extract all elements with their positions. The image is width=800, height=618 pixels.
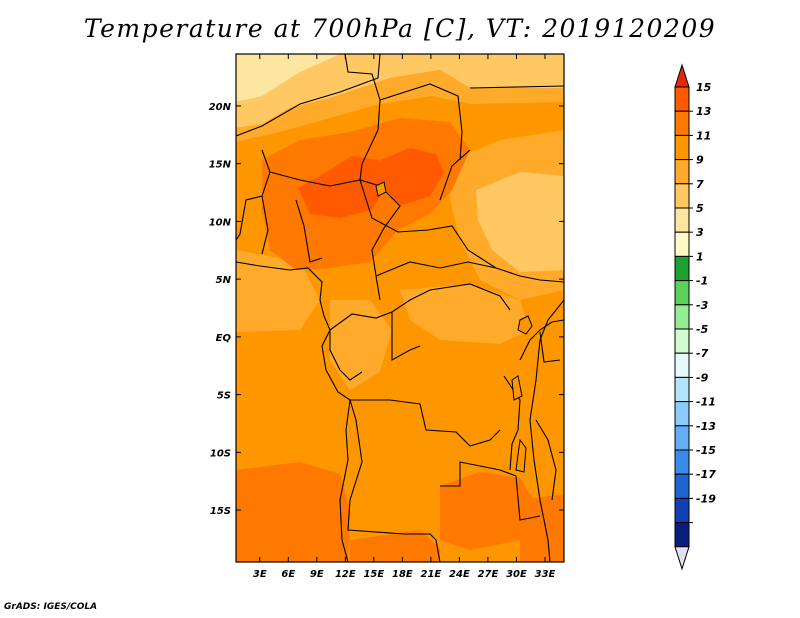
- colorbar-label: -15: [696, 444, 716, 457]
- color-legend: 15 13 11 9 7 5 3 1 -1 -3 -5 -7 -9 -11 -13 -15 -17 -19: [674, 63, 716, 571]
- colorbar-label: -19: [696, 492, 716, 505]
- colorbar-label: -13: [696, 420, 716, 433]
- lat-tick-label: 15N: [209, 160, 232, 171]
- colorbar-swatch: [674, 522, 690, 548]
- colorbar-swatch: [674, 86, 690, 112]
- chart-title: Temperature at 700hPa [C], VT: 201912020…: [83, 14, 717, 43]
- colorbar-label: 9: [696, 154, 704, 167]
- colorbar-swatch: [674, 255, 690, 282]
- lat-tick-label: EQ: [216, 333, 232, 344]
- colorbar-label: 3: [696, 226, 704, 239]
- colorbar-label: 11: [696, 129, 711, 142]
- colorbar-swatch: [674, 183, 690, 209]
- lon-tick-label: 30E: [506, 569, 527, 580]
- map-frame: [235, 53, 565, 563]
- lat-tick-label: 5S: [217, 391, 231, 402]
- lon-tick-label: 21E: [421, 569, 442, 580]
- colorbar-swatch: [674, 280, 690, 306]
- lon-tick-label: 3E: [253, 569, 267, 580]
- lon-tick-label: 15E: [363, 569, 384, 580]
- colorbar-label: -7: [696, 347, 709, 360]
- colorbar-label: -1: [696, 275, 708, 288]
- lakes: [375, 181, 533, 473]
- colorbar-swatch: [674, 304, 690, 330]
- colorbar-swatch: [674, 159, 690, 185]
- colorbar-swatch: [674, 376, 690, 403]
- colorbar-swatch: [674, 449, 690, 475]
- colorbar-label: 7: [696, 178, 704, 191]
- country-borders: [236, 54, 564, 562]
- colorbar-bottom-triangle: [674, 546, 690, 571]
- lon-tick-label: 6E: [281, 569, 295, 580]
- latitude-axis: 20N 15N 10N 5N EQ 5S 10S 15S: [209, 102, 564, 517]
- colorbar-swatch: [674, 352, 690, 378]
- colorbar-swatch: [674, 134, 690, 161]
- lon-tick-label: 24E: [449, 569, 470, 580]
- colorbar-label: -11: [696, 396, 716, 409]
- lon-tick-label: 33E: [535, 569, 556, 580]
- colorbar-swatch: [674, 401, 690, 427]
- colorbar-label: -17: [696, 468, 716, 481]
- colorbar-swatch: [674, 473, 690, 499]
- colorbar-label: -3: [696, 299, 709, 312]
- grads-credit: GrADS: IGES/COLA: [4, 602, 98, 612]
- colorbar-top-triangle: [674, 63, 690, 88]
- lat-tick-label: 20N: [209, 102, 232, 113]
- colorbar-label: -5: [696, 323, 709, 336]
- lat-tick-label: 5N: [216, 275, 232, 286]
- lat-tick-label: 10N: [209, 217, 232, 228]
- colorbar-swatch: [674, 425, 690, 451]
- colorbar-label: 13: [696, 105, 712, 118]
- temperature-field: [236, 54, 564, 562]
- colorbar-swatch: [674, 328, 690, 354]
- lat-tick-label: 10S: [210, 448, 231, 459]
- colorbar-label: 1: [696, 250, 704, 263]
- colorbar-swatch: [674, 497, 690, 524]
- colorbar-label: 5: [696, 202, 704, 215]
- colorbar-swatch: [674, 110, 690, 136]
- colorbar-swatch: [674, 231, 690, 257]
- lon-tick-label: 18E: [392, 569, 413, 580]
- colorbar-label: -9: [696, 371, 709, 384]
- longitude-axis: 3E 6E 9E 12E 15E 18E 21E 24E 27E 30E 33E: [253, 54, 556, 580]
- lat-tick-label: 15S: [210, 506, 231, 517]
- colorbar-swatch: [674, 207, 690, 233]
- lon-tick-label: 12E: [335, 569, 356, 580]
- lon-tick-label: 27E: [478, 569, 499, 580]
- lon-tick-label: 9E: [310, 569, 324, 580]
- colorbar-label: 15: [696, 81, 712, 94]
